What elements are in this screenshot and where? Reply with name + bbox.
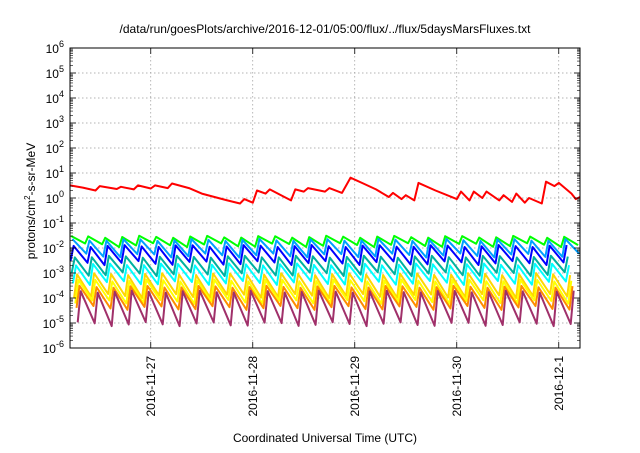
series-line: [70, 254, 569, 278]
y-tick-label: 10-1: [43, 214, 64, 231]
y-tick-label: 10-2: [43, 239, 64, 256]
series-line: [70, 234, 579, 249]
y-tick-label: 103: [46, 114, 64, 131]
chart-title: /data/run/goesPlots/archive/2016-12-01/0…: [120, 22, 532, 36]
series-line: [69, 176, 581, 205]
y-axis-label: protons/cm2-s-sr-MeV: [23, 143, 38, 259]
x-tick-label: 2016-11-28: [246, 356, 260, 417]
y-tick-label: 101: [46, 164, 64, 181]
x-tick-label: 2016-12-1: [552, 356, 566, 411]
y-tick-label: 105: [46, 64, 64, 81]
x-tick-label: 2016-11-29: [348, 356, 362, 417]
y-tick-label: 102: [46, 139, 64, 156]
y-tick-label: 100: [46, 189, 64, 206]
series-line: [73, 272, 572, 299]
x-tick-label: 2016-11-27: [144, 356, 158, 417]
plot-frame: [69, 47, 581, 349]
series-line: [75, 284, 574, 311]
axes: 10-6 10-5 10-4 10-3 10-2 10-1 100 101 102 103 104 1…: [43, 39, 581, 417]
plot-series: [69, 176, 581, 328]
y-tick-label: 10-3: [43, 264, 64, 281]
x-tick-label: 2016-11-30: [450, 356, 464, 417]
y-tick-label: 10-5: [43, 314, 64, 331]
x-axis-label: Coordinated Universal Time (UTC): [233, 431, 417, 445]
y-tick-label: 104: [46, 89, 64, 106]
y-tick-label: 10-4: [43, 289, 64, 306]
series-line: [74, 278, 573, 305]
series-line: [71, 262, 570, 286]
y-tick-label: 106: [46, 39, 64, 56]
series-line: [69, 244, 568, 267]
series-line: [76, 289, 575, 328]
series-line: [71, 238, 581, 259]
y-tick-label: 10-6: [43, 339, 64, 356]
